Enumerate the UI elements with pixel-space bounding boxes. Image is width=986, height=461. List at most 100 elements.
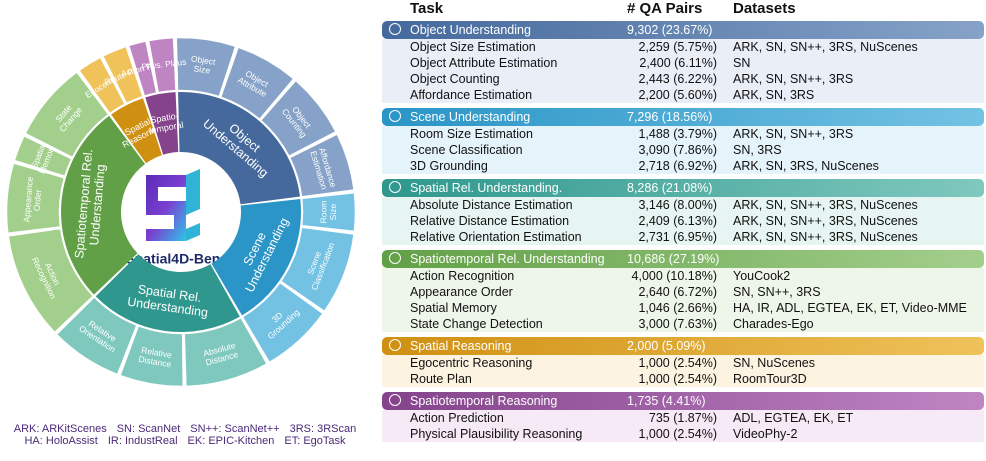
group-qa: 7,296 (18.56%) [627, 110, 713, 124]
outer-segment [242, 282, 323, 363]
header-cell: Datasets [733, 0, 796, 17]
group-header: Object Understanding 9,302 (23.67%) [382, 21, 984, 39]
inner-segment [178, 92, 301, 205]
cell: 3,090 (7.86%) [638, 143, 717, 157]
group-icon [389, 23, 401, 35]
group-name: Spatiotemporal Reasoning [410, 394, 558, 408]
group-name: Scene Understanding [410, 110, 531, 124]
group-header: Spatiotemporal Reasoning 1,735 (4.41%) [382, 392, 984, 410]
cell: ARK, SN, SN++, 3RS, NuScenes [733, 40, 918, 54]
cell: HA, IR, ADL, EGTEA, EK, ET, Video-MME [733, 301, 967, 315]
outer-segment [261, 80, 336, 156]
group-icon [389, 110, 401, 122]
group-icon [389, 252, 401, 264]
abbreviation: HA: HoloAssist [24, 435, 98, 447]
cell: 1,000 (2.54%) [638, 372, 717, 386]
group-qa: 8,286 (21.08%) [627, 181, 713, 195]
abbreviation-line: HA: HoloAssist IR: IndustReal EK: EPIC-Kit… [0, 435, 370, 447]
table-row: Spatial Memory 1,046 (2.66%) HA, IR, ADL, … [382, 300, 984, 316]
table-row: Route Plan 1,000 (2.54%) RoomTour3D [382, 371, 984, 387]
outer-segment [103, 46, 143, 104]
group-name: Object Understanding [410, 23, 531, 37]
cell: 2,640 (6.72%) [638, 285, 717, 299]
cell: 1,046 (2.66%) [638, 301, 717, 315]
cell: 3D Grounding [410, 159, 488, 173]
abbreviation: EK: EPIC-Kitchen [187, 435, 275, 447]
cell: Route Plan [410, 372, 472, 386]
abbreviation-line: ARK: ARKitScenes SN: ScanNet SN++: ScanNet… [0, 423, 370, 435]
table-row: Action Prediction 735 (1.87%) ADL, EGTEA, … [382, 410, 984, 426]
cell: Physical Plausibility Reasoning [410, 427, 583, 441]
cell: 2,409 (6.13%) [638, 214, 717, 228]
group-icon [389, 181, 401, 193]
outer-segment [120, 326, 183, 387]
segment-label: Object [190, 53, 216, 67]
outer-segment [25, 72, 109, 158]
logo-side [186, 169, 200, 241]
cell: 3,000 (7.63%) [638, 317, 717, 331]
outer-segment [302, 192, 356, 232]
table-row: Relative Distance Estimation 2,409 (6.13%… [382, 213, 984, 229]
table: Task # QA Pairs Datasets Object Understandi… [382, 0, 984, 442]
cell: Relative Orientation Estimation [410, 230, 582, 244]
group-qa: 10,686 (27.19%) [627, 252, 720, 266]
group-name: Spatial Reasoning [410, 339, 512, 353]
inner-segment [145, 92, 179, 155]
outer-segment [281, 227, 354, 311]
cell: 1,488 (3.79%) [638, 127, 717, 141]
segment-label: Room [319, 201, 329, 224]
cell: 2,718 (6.92%) [638, 159, 717, 173]
table-row: Affordance Estimation 2,200 (5.60%) ARK, S… [382, 87, 984, 103]
group-header: Scene Understanding 7,296 (18.56%) [382, 108, 984, 126]
cell: Action Recognition [410, 269, 515, 283]
outer-segment [6, 163, 65, 234]
cell: Affordance Estimation [410, 88, 533, 102]
cell: ARK, SN, SN++, 3RS, NuScenes [733, 214, 918, 228]
abbreviations: ARK: ARKitScenes SN: ScanNet SN++: ScanNet… [0, 423, 370, 447]
group-qa: 2,000 (5.09%) [627, 339, 706, 353]
cell: VideoPhy-2 [733, 427, 798, 441]
table-row: Appearance Order 2,640 (6.72%) SN, SN++, 3… [382, 284, 984, 300]
cell: ARK, SN, 3RS, NuScenes [733, 159, 879, 173]
segment-label: Understanding [87, 164, 108, 246]
group-icon [389, 394, 401, 406]
cell: 2,400 (6.11%) [639, 56, 717, 70]
table-row: Egocentric Reasoning 1,000 (2.54%) SN, NuS… [382, 355, 984, 371]
cell: Appearance Order [410, 285, 513, 299]
segment-label: Appearance [21, 176, 35, 223]
cell: Absolute Distance Estimation [410, 198, 573, 212]
cell: ARK, SN, 3RS [733, 88, 815, 102]
abbreviation: IR: IndustReal [107, 435, 178, 447]
cell: Action Prediction [410, 411, 504, 425]
cell: Room Size Estimation [410, 127, 533, 141]
header-cell: # QA Pairs [627, 0, 703, 17]
cell: SN, 3RS [733, 143, 782, 157]
group-header: Spatial Rel. Understanding. 8,286 (21.08%… [382, 179, 984, 197]
abbreviation: SN: ScanNet [116, 423, 181, 435]
cell: 735 (1.87%) [648, 411, 717, 425]
center-label: Spatial4D-Bench [125, 251, 236, 267]
group-qa: 9,302 (23.67%) [627, 23, 713, 37]
outer-segment [79, 57, 125, 114]
table-header: Task # QA Pairs Datasets [382, 0, 984, 20]
cell: YouCook2 [733, 269, 791, 283]
outer-segment [176, 37, 236, 97]
table-row: Relative Orientation Estimation 2,731 (6.… [382, 229, 984, 245]
cell: ARK, SN, SN++, 3RS, NuScenes [733, 198, 918, 212]
segment-label: Order [32, 189, 44, 212]
cell: 4,000 (10.18%) [631, 269, 717, 283]
cell: ARK, SN, SN++, 3RS [733, 127, 854, 141]
table-row: State Change Detection 3,000 (7.63%) Chara… [382, 316, 984, 332]
cell: 1,000 (2.54%) [638, 356, 717, 370]
table-row: Action Recognition 4,000 (10.18%) YouCook2 [382, 268, 984, 284]
cell: 2,731 (6.95%) [638, 230, 717, 244]
abbreviation: ARK: ARKitScenes [13, 423, 107, 435]
cell: Charades-Ego [733, 317, 814, 331]
header-cell: Task [410, 0, 444, 17]
group-qa: 1,735 (4.41%) [627, 394, 706, 408]
table-row: 3D Grounding 2,718 (6.92%) ARK, SN, 3RS, N… [382, 158, 984, 174]
outer-segment [128, 41, 157, 96]
table-row: Object Attribute Estimation 2,400 (6.11%)… [382, 55, 984, 71]
